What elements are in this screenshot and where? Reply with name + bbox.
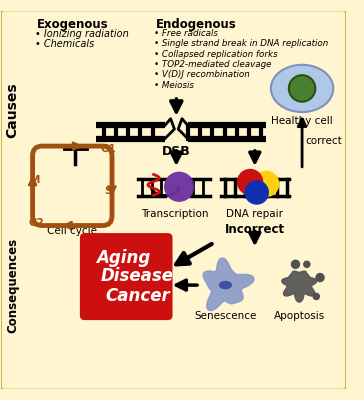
Text: M: M xyxy=(30,175,40,185)
Text: Apoptosis: Apoptosis xyxy=(274,311,325,321)
Circle shape xyxy=(237,169,263,195)
Circle shape xyxy=(253,171,280,197)
Text: Endogenous: Endogenous xyxy=(155,18,236,32)
Text: DSB: DSB xyxy=(162,145,191,158)
Circle shape xyxy=(291,260,300,269)
Text: Disease: Disease xyxy=(101,267,174,285)
Text: G1: G1 xyxy=(101,144,116,154)
Text: Consequences: Consequences xyxy=(6,238,19,333)
Text: Aging: Aging xyxy=(96,249,150,267)
Circle shape xyxy=(289,75,315,102)
Text: • Chemicals: • Chemicals xyxy=(35,39,95,49)
Circle shape xyxy=(303,260,310,268)
FancyBboxPatch shape xyxy=(80,233,173,320)
Text: • Collapsed replication forks: • Collapsed replication forks xyxy=(154,50,277,59)
Text: DNA repair: DNA repair xyxy=(226,210,283,220)
Polygon shape xyxy=(282,271,317,302)
Text: Causes: Causes xyxy=(6,82,20,138)
Text: Transcription: Transcription xyxy=(141,210,208,220)
Circle shape xyxy=(312,293,320,300)
Polygon shape xyxy=(203,258,254,310)
Text: Exogenous: Exogenous xyxy=(37,18,109,32)
Text: Cancer: Cancer xyxy=(106,287,170,305)
Text: • Meiosis: • Meiosis xyxy=(154,81,194,90)
Circle shape xyxy=(164,172,194,202)
Text: Cell cycle: Cell cycle xyxy=(47,226,97,236)
Text: • Single strand break in DNA replication: • Single strand break in DNA replication xyxy=(154,39,328,48)
Ellipse shape xyxy=(271,65,333,112)
Text: G2: G2 xyxy=(28,218,44,228)
Text: Senescence: Senescence xyxy=(194,311,257,321)
Circle shape xyxy=(315,273,325,282)
Text: Healthy cell: Healthy cell xyxy=(271,116,333,126)
Text: Incorrect: Incorrect xyxy=(225,223,285,236)
Text: S: S xyxy=(104,186,112,196)
Ellipse shape xyxy=(219,281,232,289)
FancyBboxPatch shape xyxy=(0,10,347,390)
Circle shape xyxy=(244,180,269,205)
Text: • Free radicals: • Free radicals xyxy=(154,29,218,38)
Text: • V(D)J recombination: • V(D)J recombination xyxy=(154,70,249,80)
Text: correct: correct xyxy=(306,136,343,146)
Text: • TOP2-mediated cleavage: • TOP2-mediated cleavage xyxy=(154,60,271,69)
Text: • Ionizing radiation: • Ionizing radiation xyxy=(35,29,129,39)
